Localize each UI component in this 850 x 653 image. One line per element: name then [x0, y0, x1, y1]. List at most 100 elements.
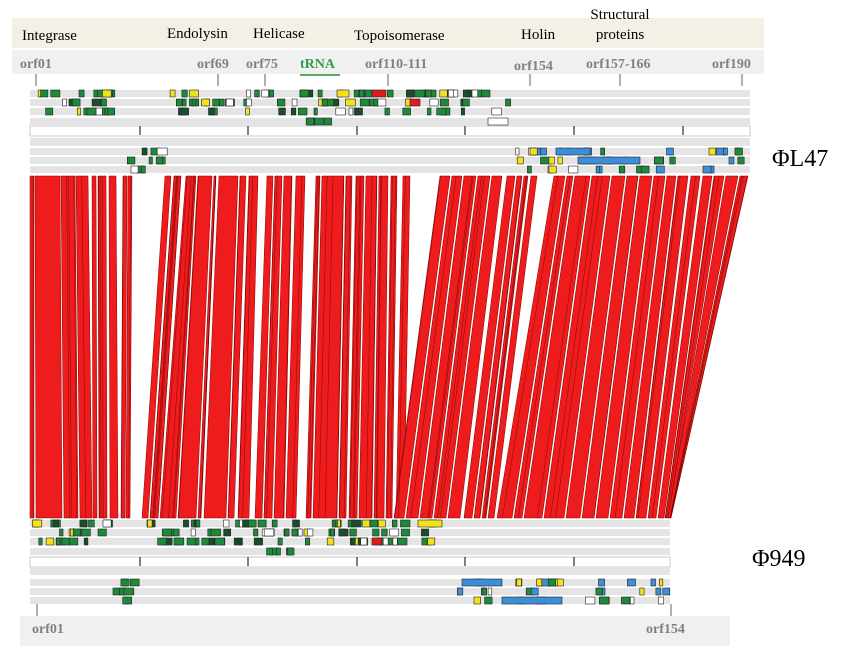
gene-block [237, 537, 242, 546]
gene-block [102, 89, 112, 98]
homology-band [463, 175, 516, 519]
gene-block [653, 156, 664, 165]
homology-divider [336, 175, 344, 519]
gene-block [305, 117, 315, 126]
gene-block [162, 528, 172, 537]
homology-band [108, 175, 119, 519]
gene-block [127, 156, 136, 165]
homology-divider [309, 175, 320, 519]
homology-divider [157, 175, 182, 519]
gene-block [313, 107, 318, 116]
gene-block [195, 537, 200, 546]
gene-block [360, 537, 368, 546]
gene-block [639, 587, 645, 596]
gene-block [210, 528, 221, 537]
gene-block [351, 519, 362, 528]
orf-label-top-orf190: orf190 [712, 57, 751, 72]
gene-block-yellow [336, 89, 350, 98]
position-rulers [29, 125, 751, 568]
homology-band [197, 175, 217, 519]
homology-band [487, 175, 538, 519]
gene-block [557, 156, 563, 165]
gene-block [421, 528, 429, 537]
gene-block [387, 89, 394, 98]
genome-track [30, 138, 750, 146]
gene-block [345, 98, 356, 107]
gene-block [52, 519, 59, 528]
genome-track [30, 579, 670, 586]
phage-label-949: Φ949 [752, 546, 806, 572]
gene-block [548, 156, 555, 165]
homology-divider [651, 175, 696, 519]
homology-divider [375, 175, 382, 519]
homology-band [523, 175, 591, 519]
gene-block [45, 537, 55, 546]
homology-divider [484, 175, 528, 519]
homology-divider [483, 175, 527, 519]
gene-block [527, 165, 532, 174]
homology-band [496, 175, 566, 519]
ruler-bar [29, 556, 671, 568]
gene-block [235, 519, 240, 528]
gene-block-red [371, 537, 383, 546]
gene-block [59, 528, 64, 537]
homology-band [91, 175, 98, 519]
gene-block [373, 98, 379, 107]
homology-band [358, 175, 378, 519]
gene-block [290, 107, 297, 116]
label-structural-line2: proteins [595, 27, 645, 43]
gene-block [415, 89, 426, 98]
homology-divider [365, 175, 373, 519]
gene-block [487, 587, 493, 596]
orf-label-bar-top [12, 50, 764, 74]
homology-band [227, 175, 247, 519]
gene-block [253, 537, 263, 546]
gene-block [225, 98, 234, 107]
gene-block [406, 89, 415, 98]
gene-blocks [31, 89, 745, 605]
homology-band [623, 175, 677, 519]
homology-band [141, 175, 172, 519]
gene-block [261, 89, 269, 98]
gene-block [314, 117, 324, 126]
gene-block [427, 537, 436, 546]
homology-divider [479, 175, 522, 519]
gene-block [212, 98, 220, 107]
gene-block [321, 98, 327, 107]
gene-block [79, 519, 87, 528]
label-endolysin: Endolysin [167, 26, 228, 42]
gene-block [621, 596, 631, 605]
gene-block [708, 147, 716, 156]
gene-block-red [371, 89, 387, 98]
homology-divider [98, 175, 100, 519]
homology-band [60, 175, 79, 519]
gene-block [253, 528, 259, 537]
gene-block [201, 537, 210, 546]
gene-block [123, 587, 135, 596]
gene-block [627, 578, 636, 587]
gene-block [271, 519, 278, 528]
gene-block [481, 89, 491, 98]
orf-tick-marks [35, 74, 743, 616]
gene-block [190, 528, 196, 537]
gene-block [650, 578, 656, 587]
gene-block-yellow [417, 519, 443, 528]
gene-block [223, 528, 231, 537]
homology-divider [502, 175, 559, 519]
gene-block [172, 528, 180, 537]
gene-block [595, 587, 603, 596]
gene-block [97, 528, 107, 537]
homology-divider [283, 175, 292, 519]
gene-block [389, 528, 399, 537]
gene-block [462, 98, 470, 107]
gene-block [402, 107, 411, 116]
gene-block [291, 528, 298, 537]
gene-block [62, 98, 67, 107]
gene-block [529, 147, 538, 156]
gene-block [263, 528, 275, 537]
gene-block [548, 165, 557, 174]
gene-block [400, 519, 411, 528]
homology-divider [555, 175, 603, 519]
gene-block [157, 537, 167, 546]
homology-divider [152, 175, 177, 519]
